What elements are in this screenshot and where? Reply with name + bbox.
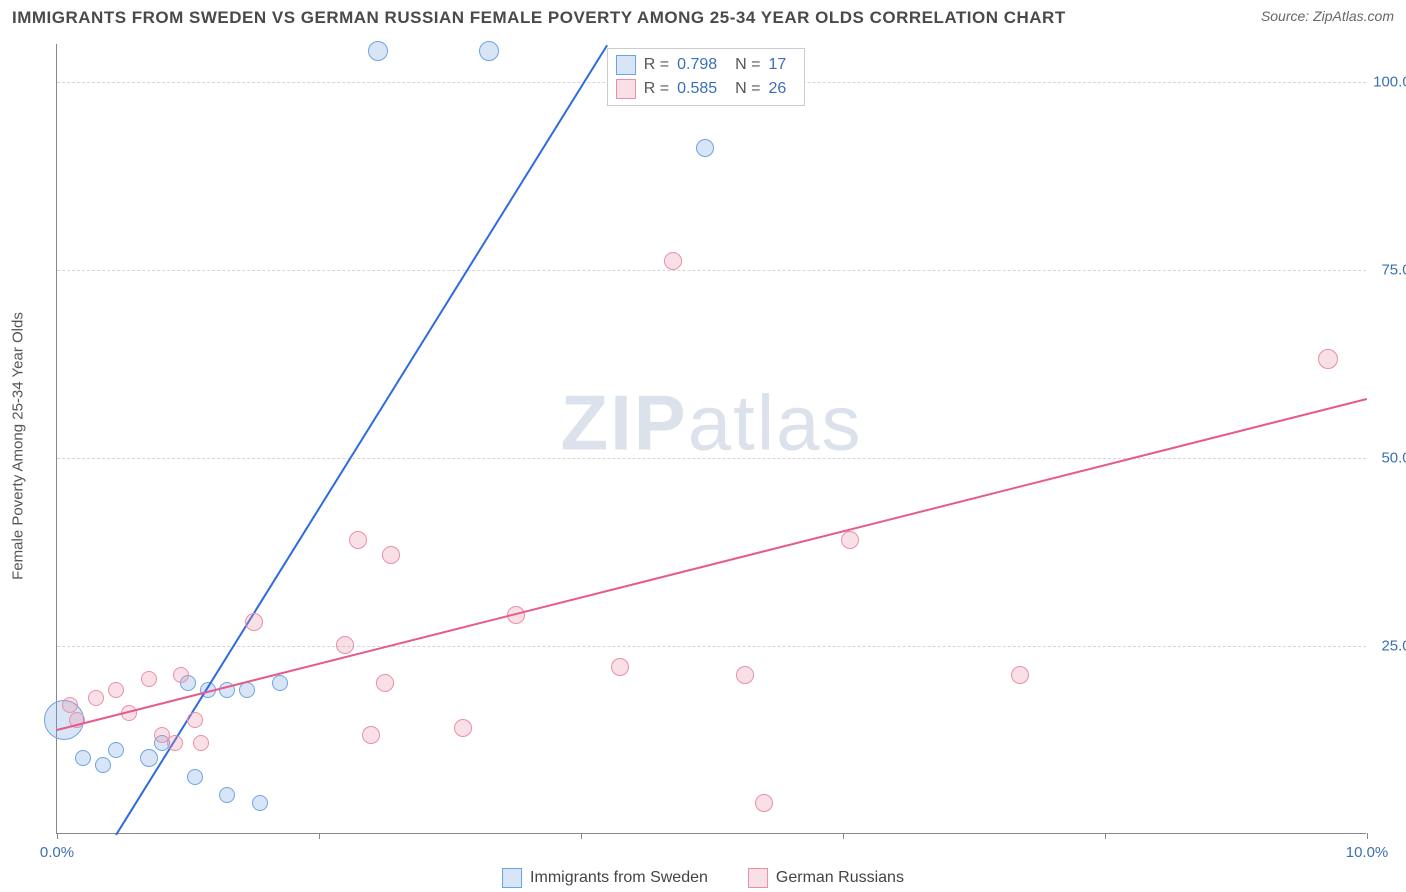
scatter-point <box>1318 349 1338 369</box>
legend-swatch-german-russian <box>748 868 768 888</box>
scatter-point <box>245 613 263 631</box>
legend-item-german-russian: German Russians <box>748 868 904 888</box>
x-tick <box>1105 833 1106 839</box>
scatter-point <box>336 636 354 654</box>
y-tick-label: 100.0% <box>1369 73 1406 90</box>
y-tick-label: 75.0% <box>1369 261 1406 278</box>
scatter-point <box>62 697 78 713</box>
x-tick <box>319 833 320 839</box>
scatter-plot-area: ZIPatlas 25.0%50.0%75.0%100.0%0.0%10.0%R… <box>56 44 1366 834</box>
scatter-point <box>664 252 682 270</box>
scatter-point <box>187 769 203 785</box>
scatter-point <box>376 674 394 692</box>
y-tick-label: 50.0% <box>1369 449 1406 466</box>
scatter-point <box>755 794 773 812</box>
scatter-point <box>187 712 203 728</box>
bottom-legend: Immigrants from Sweden German Russians <box>502 868 904 888</box>
scatter-point <box>252 795 268 811</box>
scatter-point <box>140 749 158 767</box>
x-tick <box>843 833 844 839</box>
scatter-point <box>141 671 157 687</box>
y-tick-label: 25.0% <box>1369 637 1406 654</box>
stats-swatch <box>616 55 636 75</box>
scatter-point <box>219 787 235 803</box>
stat-n-value: 26 <box>768 77 796 101</box>
gridline-h <box>57 270 1366 271</box>
scatter-point <box>108 682 124 698</box>
scatter-point <box>75 750 91 766</box>
source-value: ZipAtlas.com <box>1313 8 1394 24</box>
scatter-point <box>611 658 629 676</box>
stats-swatch <box>616 79 636 99</box>
scatter-point <box>167 735 183 751</box>
watermark-text: ZIPatlas <box>560 377 862 468</box>
scatter-point <box>95 757 111 773</box>
stat-r-label: R = <box>644 77 669 101</box>
trend-line <box>57 398 1367 731</box>
chart-header: IMMIGRANTS FROM SWEDEN VS GERMAN RUSSIAN… <box>12 8 1394 28</box>
scatter-point <box>193 735 209 751</box>
gridline-h <box>57 458 1366 459</box>
stat-r-value: 0.798 <box>677 53 727 77</box>
scatter-point <box>454 719 472 737</box>
x-tick-label: 0.0% <box>40 844 74 861</box>
legend-item-sweden: Immigrants from Sweden <box>502 868 708 888</box>
scatter-point <box>362 726 380 744</box>
source-attribution: Source: ZipAtlas.com <box>1261 8 1394 24</box>
scatter-point <box>272 675 288 691</box>
legend-swatch-sweden <box>502 868 522 888</box>
chart-title: IMMIGRANTS FROM SWEDEN VS GERMAN RUSSIAN… <box>12 8 1066 28</box>
scatter-point <box>239 682 255 698</box>
source-label: Source: <box>1261 8 1313 24</box>
stat-n-label: N = <box>735 53 760 77</box>
gridline-h <box>57 646 1366 647</box>
x-tick <box>1367 833 1368 839</box>
scatter-point <box>349 531 367 549</box>
scatter-point <box>696 139 714 157</box>
x-tick-label: 10.0% <box>1346 844 1389 861</box>
y-axis-label: Female Poverty Among 25-34 Year Olds <box>10 312 27 580</box>
watermark-part1: ZIP <box>560 378 687 466</box>
scatter-point <box>841 531 859 549</box>
legend-label-german-russian: German Russians <box>776 869 904 887</box>
scatter-point <box>736 666 754 684</box>
x-tick <box>57 833 58 839</box>
stat-r-value: 0.585 <box>677 77 727 101</box>
x-tick <box>581 833 582 839</box>
scatter-point <box>173 667 189 683</box>
stats-row: R = 0.585 N = 26 <box>616 77 797 101</box>
scatter-point <box>368 41 388 61</box>
legend-label-sweden: Immigrants from Sweden <box>530 869 708 887</box>
stat-n-value: 17 <box>768 53 796 77</box>
scatter-point <box>1011 666 1029 684</box>
watermark-part2: atlas <box>688 378 863 466</box>
scatter-point <box>479 41 499 61</box>
stat-r-label: R = <box>644 53 669 77</box>
stat-n-label: N = <box>735 77 760 101</box>
stats-row: R = 0.798 N = 17 <box>616 53 797 77</box>
scatter-point <box>108 742 124 758</box>
scatter-point <box>88 690 104 706</box>
scatter-point <box>382 546 400 564</box>
stats-box: R = 0.798 N = 17 R = 0.585 N = 26 <box>607 48 806 106</box>
